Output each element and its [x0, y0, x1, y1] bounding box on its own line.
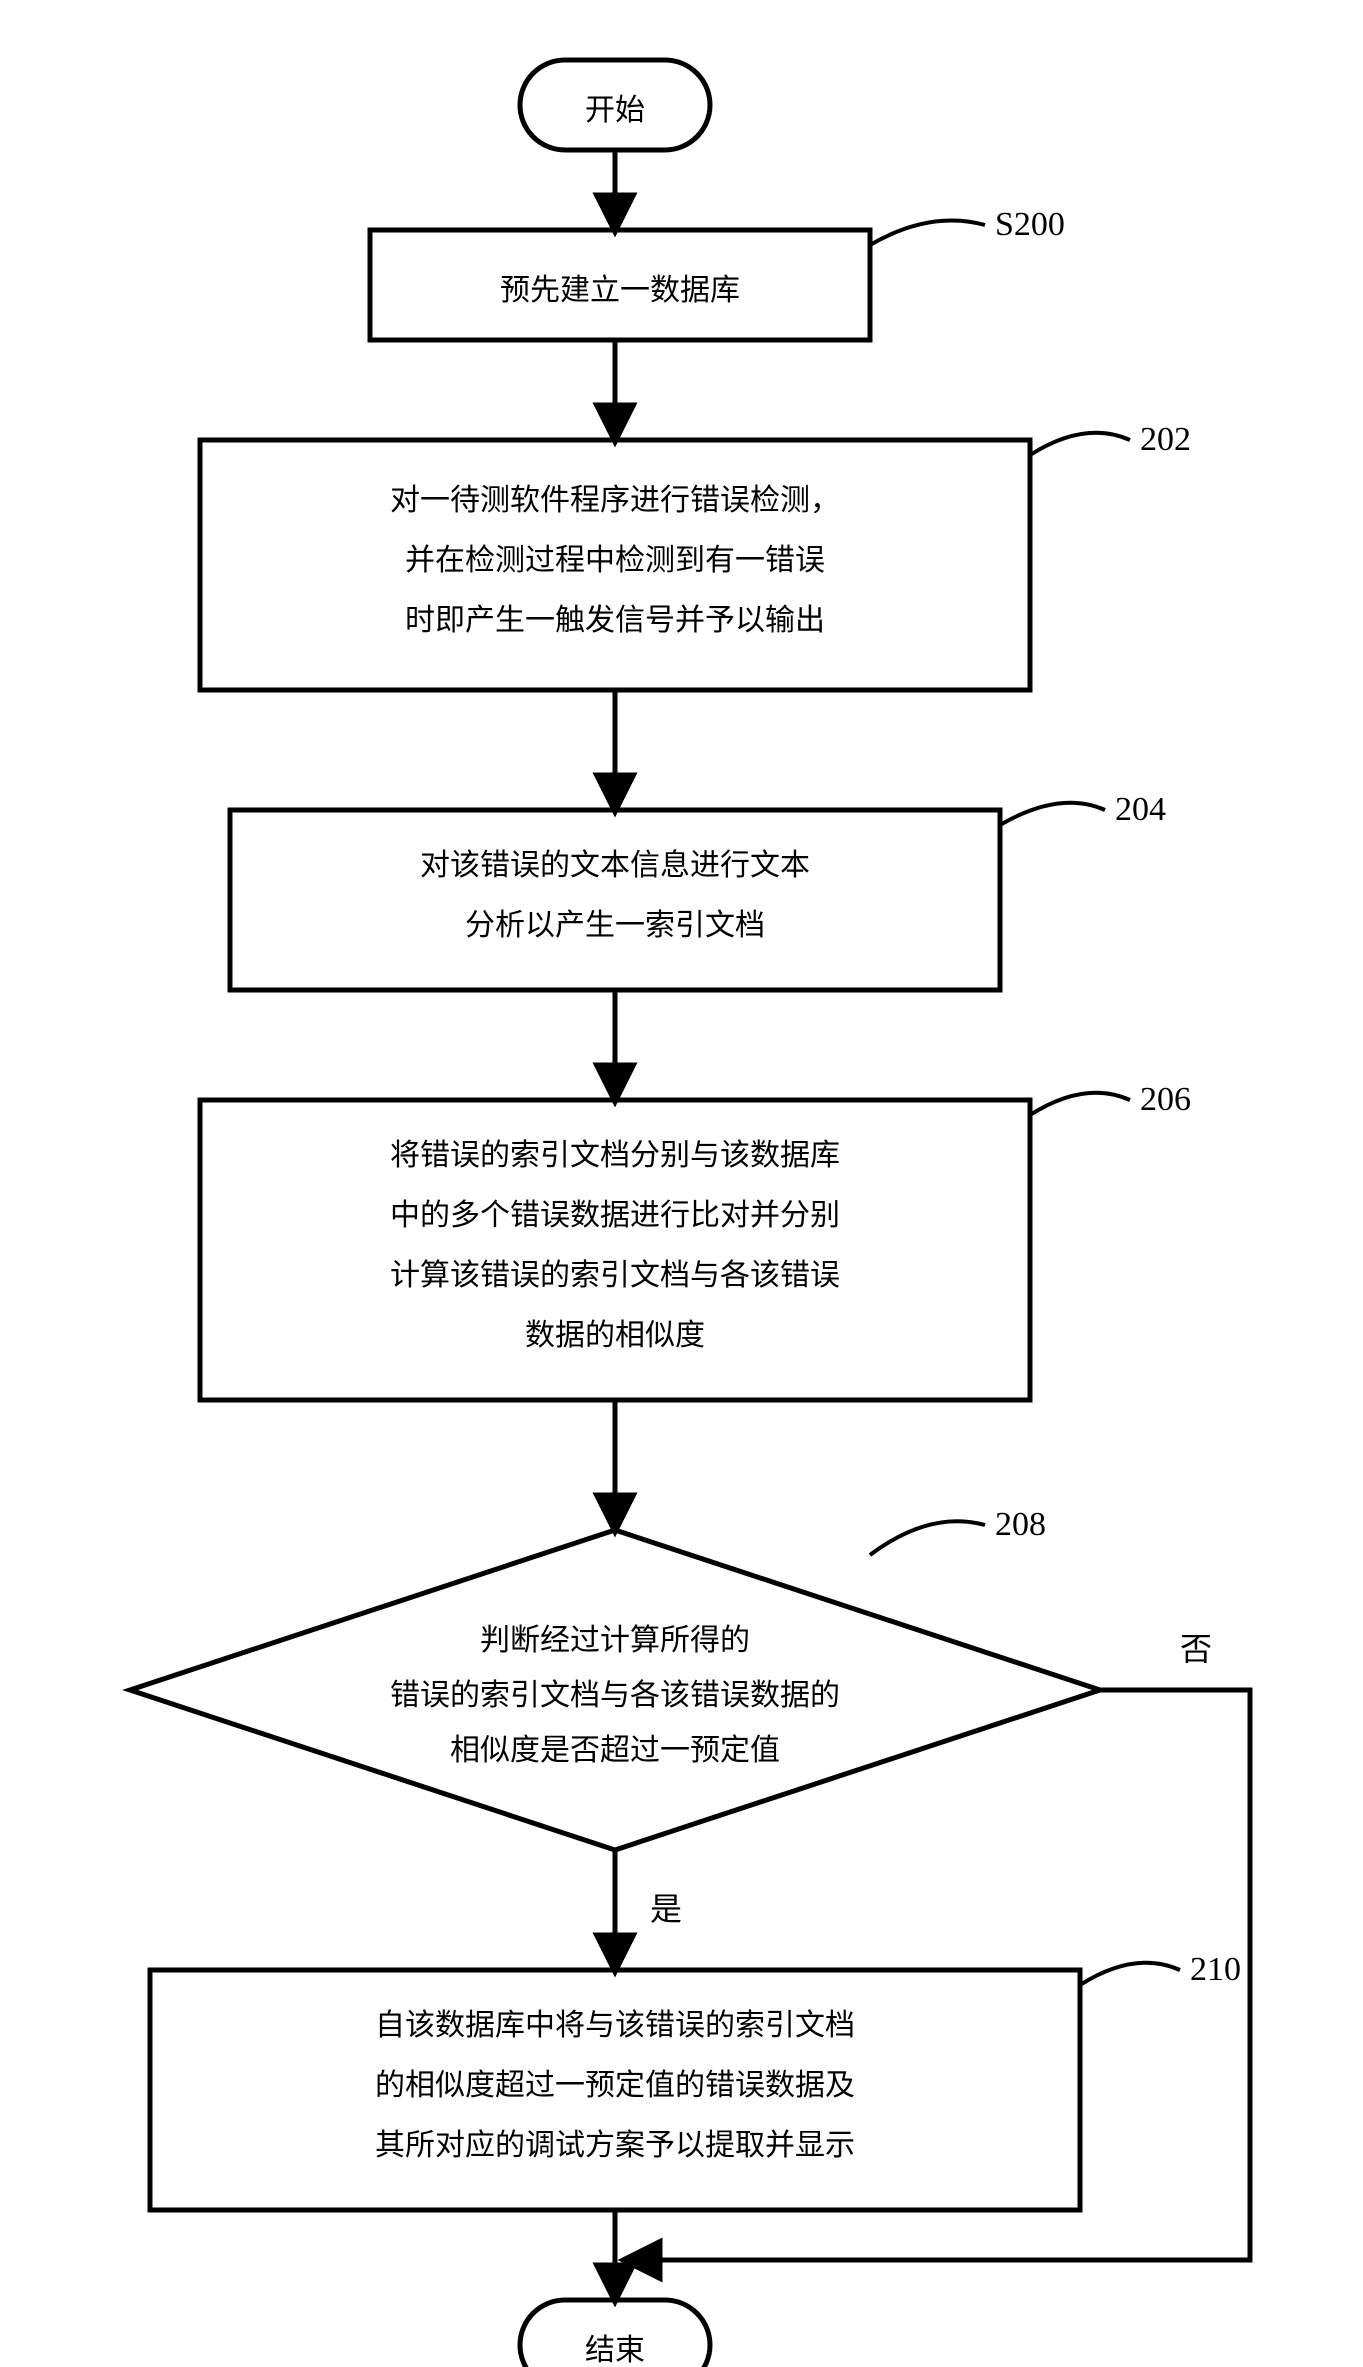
node-s210-line3: 其所对应的调试方案予以提取并显示 [375, 2129, 855, 2162]
node-s200-line1: 预先建立一数据库 [500, 274, 740, 307]
node-s206-line2: 中的多个错误数据进行比对并分别 [390, 1199, 840, 1232]
node-s206-line4: 数据的相似度 [525, 1319, 705, 1352]
flowchart-diagram: 开始 预先建立一数据库 S200 对一待测软件程序进行错误检测， 并在检测过程中… [0, 0, 1363, 2367]
edge-s208-no [625, 1690, 1250, 2260]
node-s204-line1: 对该错误的文本信息进行文本 [420, 849, 810, 882]
node-s210-ref: 210 [1190, 1951, 1241, 1988]
node-s210: 自该数据库中将与该错误的索引文档 的相似度超过一预定值的错误数据及 其所对应的调… [150, 1951, 1241, 2210]
node-s202: 对一待测软件程序进行错误检测， 并在检测过程中检测到有一错误 时即产生一触发信号… [200, 421, 1191, 690]
node-s208-line2: 错误的索引文档与各该错误数据的 [390, 1679, 840, 1712]
node-s210-line2: 的相似度超过一预定值的错误数据及 [375, 2069, 855, 2102]
node-s202-line1: 对一待测软件程序进行错误检测， [390, 484, 840, 517]
node-end: 结束 [520, 2300, 710, 2367]
edge-yes-label: 是 [650, 1891, 682, 1927]
node-start-label: 开始 [585, 94, 645, 127]
node-s208-line1: 判断经过计算所得的 [480, 1624, 750, 1657]
node-s208: 判断经过计算所得的 错误的索引文档与各该错误数据的 相似度是否超过一预定值 20… [130, 1506, 1100, 1850]
node-s202-line2: 并在检测过程中检测到有一错误 [405, 544, 825, 577]
node-s204-ref: 204 [1115, 791, 1166, 828]
node-end-label: 结束 [585, 2334, 645, 2367]
node-s210-line1: 自该数据库中将与该错误的索引文档 [375, 2009, 855, 2042]
node-s206-ref: 206 [1140, 1081, 1191, 1118]
node-s202-ref: 202 [1140, 421, 1191, 458]
node-start: 开始 [520, 60, 710, 150]
node-s208-line3: 相似度是否超过一预定值 [450, 1734, 780, 1767]
node-s204-line2: 分析以产生一索引文档 [465, 909, 765, 942]
node-s204: 对该错误的文本信息进行文本 分析以产生一索引文档 204 [230, 791, 1166, 990]
node-s206: 将错误的索引文档分别与该数据库 中的多个错误数据进行比对并分别 计算该错误的索引… [200, 1081, 1191, 1400]
node-s206-line3: 计算该错误的索引文档与各该错误 [390, 1259, 840, 1292]
node-s206-line1: 将错误的索引文档分别与该数据库 [390, 1139, 840, 1172]
node-s200-ref: S200 [995, 206, 1065, 243]
node-s202-line3: 时即产生一触发信号并予以输出 [405, 604, 825, 637]
node-s208-ref: 208 [995, 1506, 1046, 1543]
edge-no-label: 否 [1180, 1631, 1212, 1667]
node-s200: 预先建立一数据库 S200 [370, 206, 1065, 340]
